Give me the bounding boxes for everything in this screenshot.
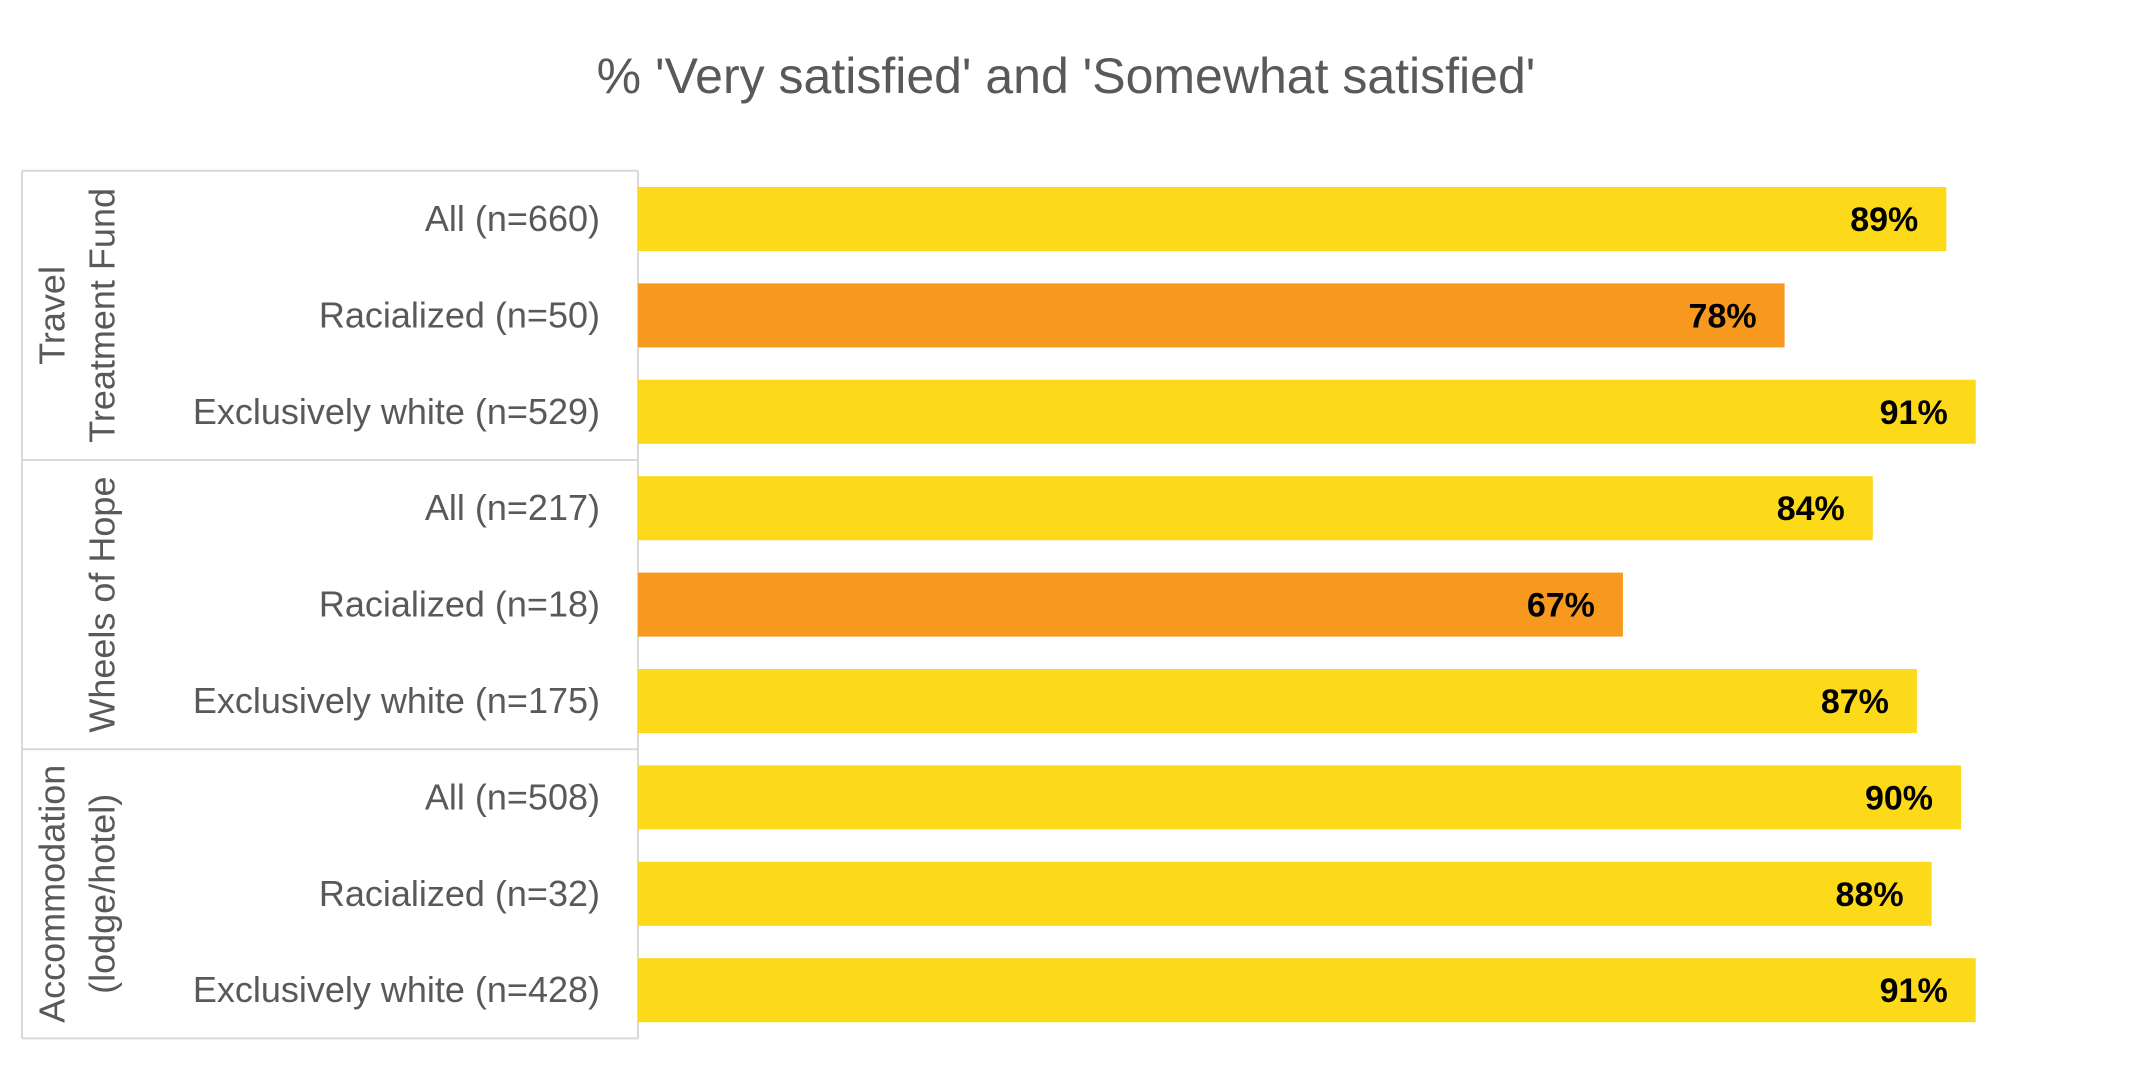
chart-title: % 'Very satisfied' and 'Somewhat satisfi…	[597, 48, 1536, 104]
category-tick-label: Exclusively white (n=428)	[193, 969, 600, 1010]
bar	[638, 476, 1873, 541]
group-label: Wheels of Hope	[82, 477, 123, 733]
category-tick-label: All (n=217)	[425, 487, 600, 528]
bars	[638, 187, 1976, 1023]
data-label: 90%	[1865, 779, 1933, 817]
bar	[638, 283, 1785, 348]
category-tick-label: Exclusively white (n=529)	[193, 391, 600, 432]
data-label: 91%	[1880, 394, 1948, 432]
data-labels: 89% 78% 91% 84% 67% 87% 90% 88% 91%	[1527, 201, 1948, 1010]
category-tick-label: Exclusively white (n=175)	[193, 680, 600, 721]
category-tick-label: Racialized (n=32)	[319, 873, 600, 914]
category-axis: All (n=660) Racialized (n=50) Exclusively …	[21, 169, 639, 1040]
bar	[638, 572, 1623, 637]
category-tick-label: All (n=660)	[425, 198, 600, 239]
group-label: Treatment Fund	[82, 188, 123, 443]
category-tick-label: All (n=508)	[425, 776, 600, 817]
data-label: 78%	[1689, 297, 1757, 335]
data-label: 89%	[1850, 201, 1918, 239]
data-label: 67%	[1527, 587, 1595, 625]
group-label: (lodge/hotel)	[82, 794, 123, 994]
bar	[638, 379, 1976, 444]
data-label: 87%	[1821, 683, 1889, 721]
group-label: Accommodation	[32, 765, 73, 1023]
bar	[638, 187, 1947, 251]
bar	[638, 765, 1961, 830]
bar	[638, 669, 1917, 733]
data-label: 88%	[1836, 876, 1904, 914]
data-label: 91%	[1880, 972, 1948, 1010]
category-tick-label: Racialized (n=18)	[319, 584, 600, 625]
bar	[638, 861, 1932, 926]
category-tick-label: Racialized (n=50)	[319, 294, 600, 335]
data-label: 84%	[1777, 490, 1845, 528]
group-label: Travel	[32, 266, 73, 365]
bar	[638, 958, 1976, 1023]
